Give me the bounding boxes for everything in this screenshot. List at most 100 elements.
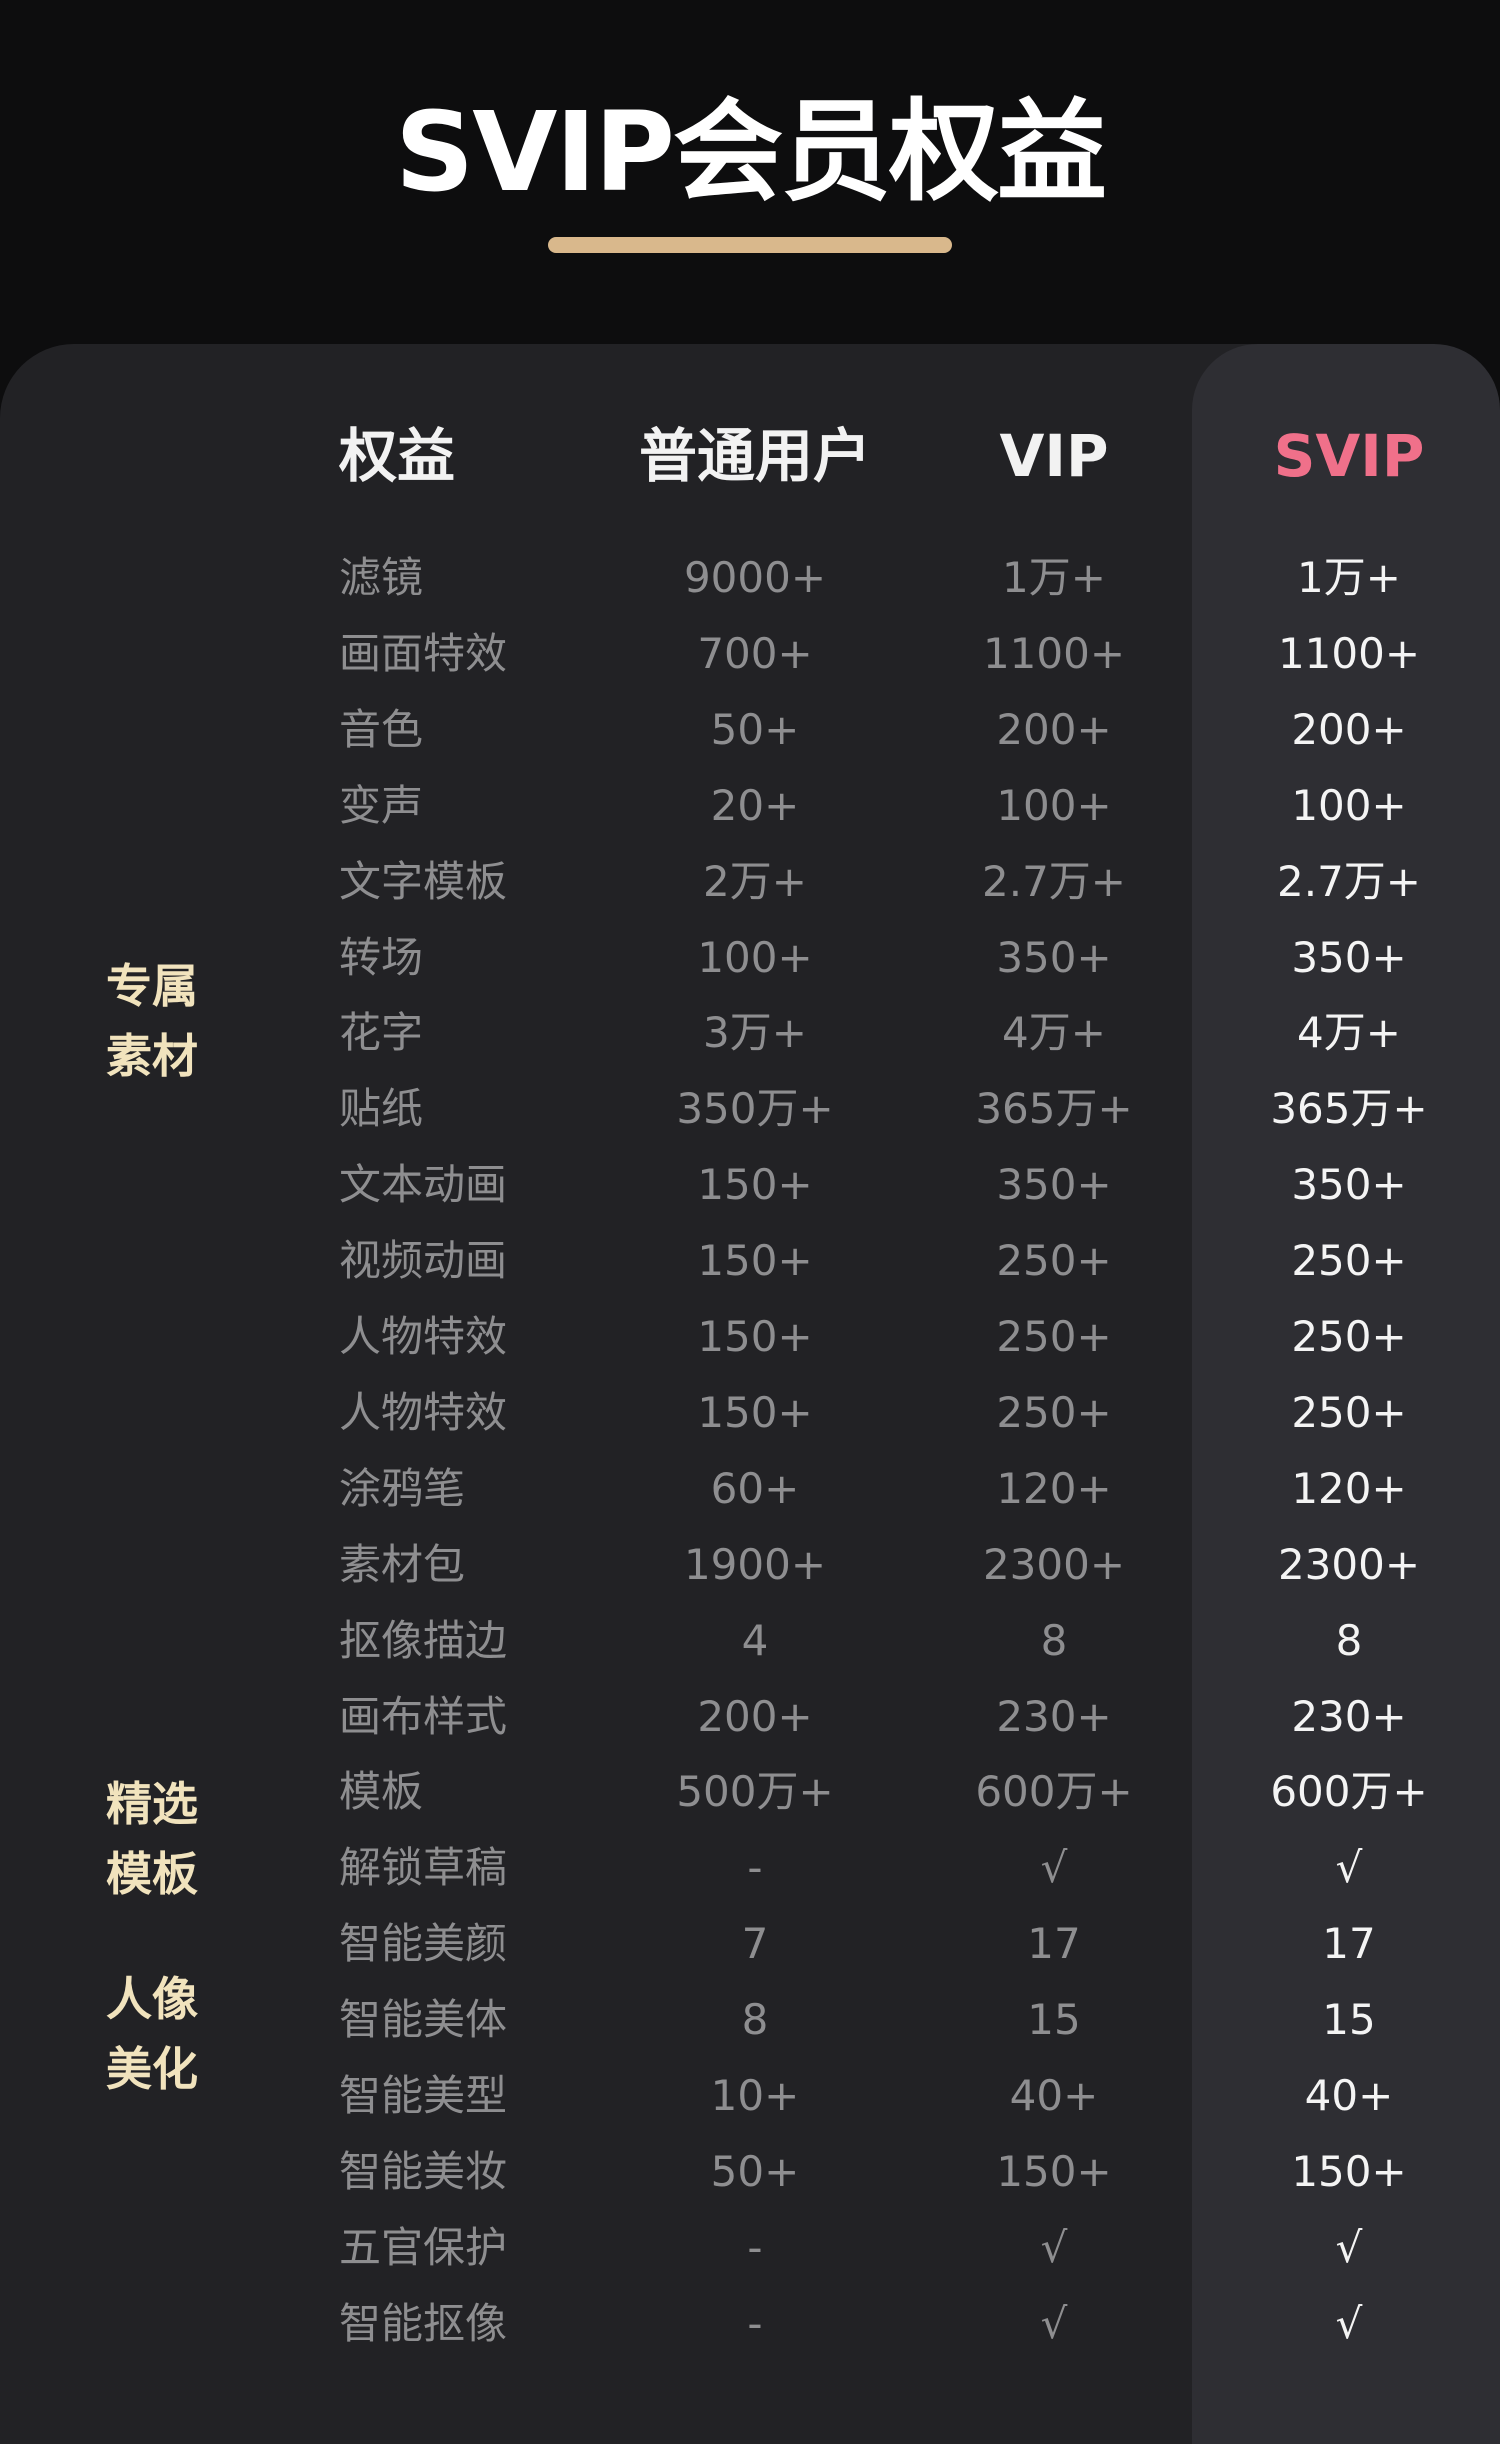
benefit-name: 智能美型 xyxy=(339,2071,508,2120)
benefit-value: 1万+ xyxy=(1297,553,1401,602)
benefit-value: - xyxy=(747,2222,763,2272)
svip-column-highlight xyxy=(1192,344,1500,2444)
benefit-value: 230+ xyxy=(996,1691,1112,1741)
benefit-value: 200+ xyxy=(996,704,1112,754)
benefit-name: 素材包 xyxy=(339,1539,466,1589)
benefit-value: 600万+ xyxy=(975,1767,1133,1817)
benefit-value: 250+ xyxy=(1291,1236,1407,1286)
benefit-value: 200+ xyxy=(1291,704,1407,754)
benefit-value: 1100+ xyxy=(1277,628,1421,678)
benefit-name: 解锁草稿 xyxy=(339,1843,508,1893)
benefit-value: 200+ xyxy=(697,1691,813,1741)
benefit-name: 画布样式 xyxy=(339,1691,508,1741)
benefit-value: 120+ xyxy=(996,1463,1112,1513)
title-underline xyxy=(548,237,952,253)
benefit-value: 350+ xyxy=(996,932,1112,982)
page-title: SVIP会员权益 xyxy=(395,88,1107,216)
benefit-value: 40+ xyxy=(1304,2071,1394,2120)
benefit-name: 人物特效 xyxy=(339,1387,508,1437)
benefit-value: 20+ xyxy=(710,780,800,830)
benefit-name: 智能抠像 xyxy=(339,2298,508,2348)
benefit-value: 2.7万+ xyxy=(1277,856,1421,906)
benefit-value: 365万+ xyxy=(1270,1084,1428,1134)
benefit-value: 2300+ xyxy=(1277,1539,1421,1589)
benefit-value: 10+ xyxy=(710,2071,800,2120)
group-label: 人像美化 xyxy=(106,1972,198,2096)
benefit-value: 4万+ xyxy=(1002,1008,1106,1058)
benefit-name: 画面特效 xyxy=(339,628,508,678)
benefit-value: 350万+ xyxy=(676,1084,834,1134)
benefit-value: 150+ xyxy=(996,2146,1112,2196)
benefit-value: 1万+ xyxy=(1002,553,1106,602)
benefit-name: 模板 xyxy=(339,1767,424,1817)
benefit-name: 智能美颜 xyxy=(339,1919,508,1969)
benefit-value: 100+ xyxy=(1291,780,1407,830)
group-label: 精选模板 xyxy=(106,1777,198,1901)
benefit-value: 150+ xyxy=(1291,2146,1407,2196)
benefit-value: 2.7万+ xyxy=(982,856,1126,906)
benefit-value: 150+ xyxy=(697,1160,813,1210)
benefit-value: 120+ xyxy=(1291,1463,1407,1513)
benefit-value: 1100+ xyxy=(982,628,1126,678)
benefit-name: 智能美体 xyxy=(339,1995,508,2045)
benefit-value: √ xyxy=(1040,2298,1068,2348)
benefit-value: √ xyxy=(1335,2222,1363,2272)
benefit-name: 变声 xyxy=(339,780,424,830)
benefit-value: 100+ xyxy=(996,780,1112,830)
benefit-value: 150+ xyxy=(697,1387,813,1437)
benefit-value: 350+ xyxy=(1291,1160,1407,1210)
benefit-name: 音色 xyxy=(339,704,424,754)
benefit-value: 365万+ xyxy=(975,1084,1133,1134)
benefit-value: 600万+ xyxy=(1270,1767,1428,1817)
benefit-value: - xyxy=(747,1843,763,1893)
benefit-value: 1900+ xyxy=(683,1539,827,1589)
benefit-name: 文字模板 xyxy=(339,856,508,906)
benefit-value: 8 xyxy=(1335,1615,1363,1665)
benefit-name: 转场 xyxy=(339,932,424,982)
benefit-value: 250+ xyxy=(1291,1387,1407,1437)
benefit-value: 350+ xyxy=(996,1160,1112,1210)
benefit-value: 100+ xyxy=(697,932,813,982)
benefit-value: 8 xyxy=(741,1995,769,2045)
benefit-value: 250+ xyxy=(996,1236,1112,1286)
benefit-value: 250+ xyxy=(996,1387,1112,1437)
benefit-value: 50+ xyxy=(710,704,800,754)
column-header: 普通用户 xyxy=(638,422,871,490)
benefit-value: 700+ xyxy=(697,628,813,678)
benefit-value: 250+ xyxy=(1291,1312,1407,1361)
benefit-value: 4 xyxy=(741,1615,769,1665)
page: {"header": {"title": "SVIP会员权益"}, "table… xyxy=(0,88,1500,2444)
benefit-value: 150+ xyxy=(697,1312,813,1361)
benefit-value: √ xyxy=(1040,1843,1068,1893)
benefit-value: 500万+ xyxy=(676,1767,834,1817)
benefit-value: 60+ xyxy=(710,1463,800,1513)
benefit-value: 250+ xyxy=(996,1312,1112,1361)
benefit-value: 40+ xyxy=(1009,2071,1099,2120)
benefit-value: - xyxy=(747,2298,763,2348)
benefit-name: 抠像描边 xyxy=(339,1615,508,1665)
benefit-name: 花字 xyxy=(339,1008,424,1058)
benefit-value: 4万+ xyxy=(1297,1008,1401,1058)
benefit-value: 50+ xyxy=(710,2146,800,2196)
benefit-name: 涂鸦笔 xyxy=(339,1463,466,1513)
benefit-name: 滤镜 xyxy=(339,553,424,602)
benefit-name: 视频动画 xyxy=(339,1236,508,1286)
benefit-value: 15 xyxy=(1322,1995,1376,2045)
benefit-value: √ xyxy=(1335,1843,1363,1893)
benefit-value: √ xyxy=(1040,2222,1068,2272)
benefit-value: √ xyxy=(1335,2298,1363,2348)
benefit-name: 人物特效 xyxy=(339,1312,508,1361)
benefit-value: 230+ xyxy=(1291,1691,1407,1741)
benefit-name: 智能美妆 xyxy=(339,2146,508,2196)
benefit-value: 150+ xyxy=(697,1236,813,1286)
benefit-value: 2万+ xyxy=(703,856,807,906)
benefit-value: 17 xyxy=(1027,1919,1081,1969)
column-header: SVIP xyxy=(1273,422,1425,490)
benefit-value: 9000+ xyxy=(683,553,827,602)
benefit-value: 8 xyxy=(1040,1615,1068,1665)
benefit-value: 2300+ xyxy=(982,1539,1126,1589)
group-label: 专属素材 xyxy=(106,959,198,1083)
benefit-name: 文本动画 xyxy=(339,1160,508,1210)
benefit-value: 3万+ xyxy=(703,1008,807,1058)
benefit-value: 350+ xyxy=(1291,932,1407,982)
